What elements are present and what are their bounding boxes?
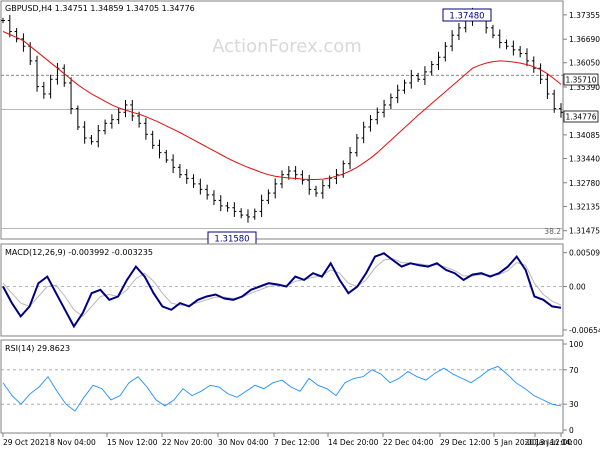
- rsi-panel: RSI(14) 29.8623 100 70 30 0: [0, 339, 584, 435]
- price-panel-frame: [0, 0, 564, 240]
- rsi-panel-frame: [0, 339, 564, 434]
- swing-high-box: [442, 8, 492, 22]
- resistance-price-label: 1.35710: [565, 76, 596, 85]
- rsi-y-tick-label: 100: [569, 340, 584, 349]
- time-axis-tick-label: 14 Dec 20:00: [328, 438, 379, 447]
- macd-panel: MACD(12,26,9) -0.003992 -0.003235 0.0050…: [0, 243, 600, 337]
- rsi-line: [2, 365, 562, 412]
- price-y-tick-label: 1.36050: [569, 59, 600, 68]
- fib-level-label: 38.2: [544, 227, 561, 236]
- rsi-label: RSI(14) 29.8623: [5, 344, 70, 353]
- swing-high-annotation: 1.37480: [442, 8, 492, 22]
- resistance-price-tag: 1.35710: [563, 73, 599, 86]
- resistance-price-box: [563, 73, 599, 86]
- price-horizontal-lines: [1, 74, 563, 230]
- rsi-y-tick-label: 0: [569, 426, 574, 435]
- price-y-tick-label: 1.34085: [569, 131, 600, 140]
- price-y-tick-label: 1.35390: [569, 83, 600, 92]
- macd-y-tick-label: 0.005099: [569, 249, 600, 258]
- rsi-y-tick-label: 70: [569, 366, 579, 375]
- macd-panel-frame: [0, 243, 564, 337]
- price-panel: GBPUSD,H4 1.34751 1.34859 1.34705 1.3477…: [0, 0, 600, 245]
- time-axis-tick-label: 22 Nov 20:00: [162, 438, 213, 447]
- time-axis-tick-label: 8 Nov 04:00: [50, 438, 96, 447]
- current-price-label: 1.34776: [565, 113, 596, 122]
- swing-low-annotation: 1.31580: [207, 231, 257, 245]
- time-axis: 29 Oct 2021 8 Nov 04:00 15 Nov 12:00 22 Nov…: [2, 433, 583, 447]
- price-y-tick-label: 1.33440: [569, 155, 600, 164]
- macd-y-tick-label: 0.00: [569, 283, 586, 292]
- time-axis-tick-label: 30 Nov 04:00: [218, 438, 269, 447]
- swing-low-label: 1.31580: [214, 235, 249, 245]
- price-y-tick-label: 1.32135: [569, 202, 600, 211]
- time-axis-tick-label: 29 Oct 2021: [3, 438, 50, 447]
- current-price-box: [563, 110, 599, 123]
- macd-label: MACD(12,26,9) -0.003992 -0.003235: [5, 248, 153, 257]
- rsi-y-axis: 100 70 30 0: [563, 340, 584, 435]
- time-axis-tick-label: 7 Dec 12:00: [274, 438, 320, 447]
- price-y-axis: 1.37355 1.36690 1.36050 1.35390 1.34085 1.334…: [563, 11, 600, 236]
- moving-average-line: [2, 31, 562, 180]
- swing-high-label: 1.37480: [449, 12, 484, 22]
- time-axis-tick-label: 29 Dec 12:00: [440, 438, 491, 447]
- time-axis-tick-label: 22 Dec 04:00: [383, 438, 434, 447]
- price-y-tick-label: 1.31475: [569, 227, 600, 236]
- candlestick-series: [1, 7, 563, 223]
- time-axis-tick-label: 20 Jan 12:00: [525, 438, 573, 447]
- macd-main-line: [2, 252, 562, 329]
- watermark: ActionForex.com: [212, 36, 362, 57]
- rsi-level-lines: [1, 369, 563, 405]
- macd-y-tick-label: -0.006543: [569, 326, 600, 335]
- price-y-tick-label: 1.36690: [569, 35, 600, 44]
- price-header: GBPUSD,H4 1.34751 1.34859 1.34705 1.3477…: [5, 4, 195, 13]
- time-axis-tick-label: 5 Jan 20:00: [494, 438, 537, 447]
- time-axis-tick-label: 13 Jan 04:00: [535, 438, 583, 447]
- macd-y-axis: 0.005099 0.00 -0.006543: [563, 249, 600, 335]
- price-y-tick-label: 1.37355: [569, 11, 600, 20]
- price-y-tick-label: 1.32780: [569, 179, 600, 188]
- current-price-tag: 1.34776: [563, 110, 599, 123]
- rsi-y-tick-label: 30: [569, 400, 579, 409]
- time-axis-tick-label: 15 Nov 12:00: [107, 438, 158, 447]
